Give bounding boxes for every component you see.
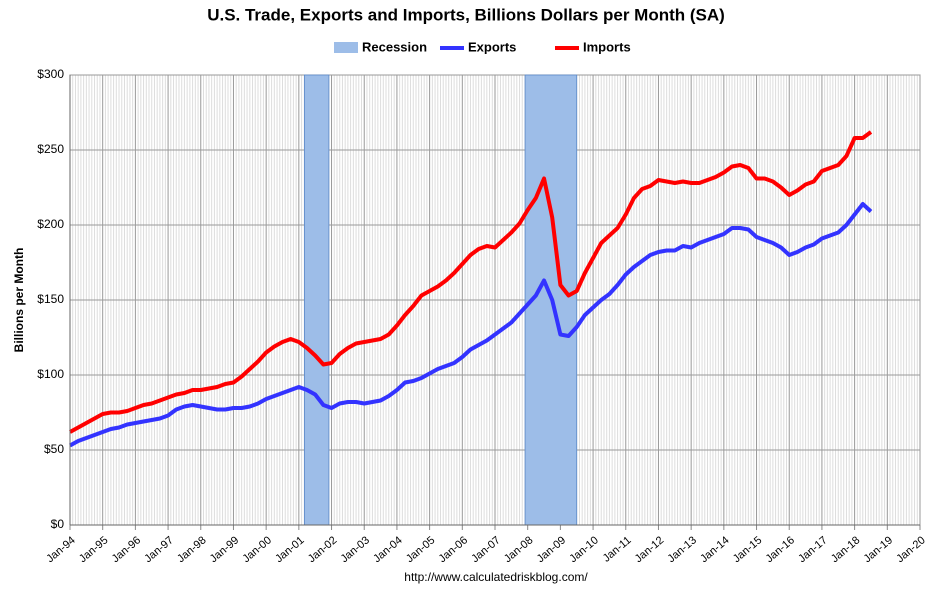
x-tick-label: Jan-13: [665, 534, 698, 565]
y-tick-label: $200: [37, 217, 64, 231]
source: http://www.calculatedriskblog.com/: [404, 570, 588, 584]
y-tick-label: $250: [37, 142, 64, 156]
x-tick-label: Jan-01: [273, 534, 306, 565]
y-tick-label: $150: [37, 292, 64, 306]
x-tick-label: Jan-12: [633, 534, 666, 565]
y-tick-label: $100: [37, 367, 64, 381]
x-tick-label: Jan-14: [698, 534, 731, 565]
y-tick-label: $50: [44, 442, 64, 456]
y-tick-label: $300: [37, 67, 64, 81]
x-tick-label: Jan-15: [731, 534, 764, 565]
x-tick-label: Jan-99: [208, 534, 241, 565]
x-tick-label: Jan-05: [404, 534, 437, 565]
y-tick-label: $0: [51, 517, 65, 531]
x-tick-label: Jan-10: [567, 534, 600, 565]
x-tick-label: Jan-96: [110, 534, 143, 565]
chart-title: U.S. Trade, Exports and Imports, Billion…: [207, 5, 725, 24]
x-tick-label: Jan-97: [142, 534, 175, 565]
y-axis-label: Billions per Month: [12, 248, 26, 353]
x-tick-label: Jan-94: [44, 534, 77, 565]
x-tick-label: Jan-07: [469, 534, 502, 565]
x-tick-label: Jan-11: [601, 534, 634, 564]
x-tick-label: Jan-17: [796, 534, 829, 565]
legend-label: Exports: [468, 39, 516, 54]
series-line: [69, 130, 873, 434]
x-tick-label: Jan-20: [894, 534, 927, 565]
series-line: [69, 202, 873, 448]
x-tick-label: Jan-98: [175, 534, 208, 565]
x-tick-label: Jan-18: [829, 534, 862, 565]
x-tick-label: Jan-19: [862, 534, 895, 565]
x-tick-label: Jan-16: [764, 534, 797, 565]
x-tick-label: Jan-09: [535, 534, 568, 565]
x-tick-label: Jan-08: [502, 534, 535, 565]
x-tick-label: Jan-04: [371, 534, 404, 565]
legend-label: Imports: [583, 39, 631, 54]
x-tick-label: Jan-00: [240, 534, 273, 565]
recession-band: [304, 74, 330, 526]
legend-swatch: [334, 42, 358, 53]
x-tick-label: Jan-03: [339, 534, 372, 565]
x-tick-label: Jan-95: [77, 534, 110, 565]
legend-label: Recession: [362, 39, 427, 54]
x-tick-label: Jan-02: [306, 534, 339, 565]
x-tick-label: Jan-06: [437, 534, 470, 565]
